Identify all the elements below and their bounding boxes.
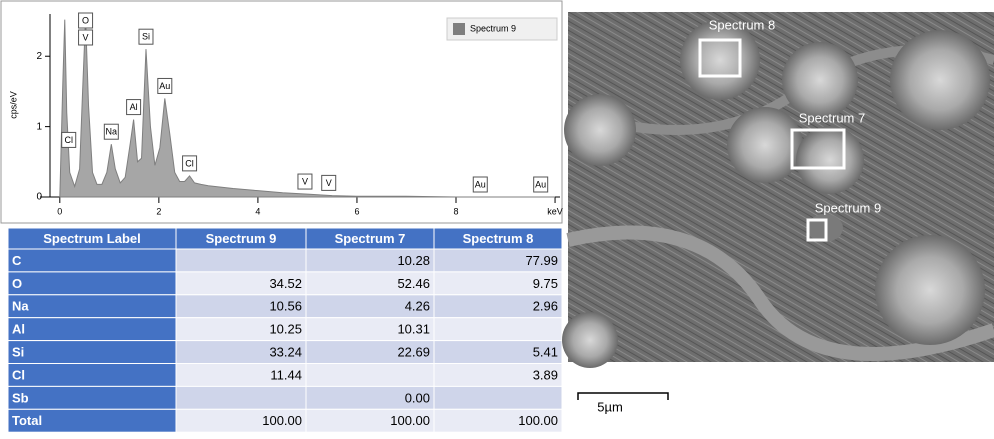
cell [306,364,434,387]
sem-image: Spectrum 8 Spectrum 7 Spectrum 9 5µm [562,12,994,414]
header-text: Spectrum Label [43,231,141,246]
peak-label: O [82,15,89,25]
peak-label: V [83,32,89,42]
row-label-cell [8,318,176,341]
row-label-cell [8,249,176,272]
row-label-cell [8,272,176,295]
cell-value: 10.31 [397,322,430,337]
x-tick-label: 6 [354,206,359,216]
row-label-cell [8,341,176,364]
y-tick-label: 2 [36,51,42,62]
region-label: Spectrum 7 [799,110,865,125]
sem-particle [890,30,990,130]
peak-label: Si [142,32,150,42]
cell-value: 11.44 [270,367,302,382]
sem-particle [562,312,618,368]
legend-label: Spectrum 9 [470,23,516,33]
region-label: Spectrum 9 [815,200,881,215]
page: 01202468keVcps/eVSpectrum 9ClOVNaAlSiAuC… [0,0,994,434]
sem-particle [782,42,858,118]
cell-value: 52.46 [397,276,430,291]
row-label-cell [8,386,176,409]
x-tick-label: 4 [255,206,260,216]
sem-particle [796,126,864,194]
region-label: Spectrum 8 [709,17,775,32]
row-label: Cl [12,367,25,382]
header-text: Spectrum 9 [206,231,277,246]
legend-swatch [453,23,465,35]
row-label: O [12,276,22,291]
cell-value: 9.75 [533,276,558,291]
cell [434,318,562,341]
cell-value: 2.96 [533,299,558,314]
peak-label: Au [159,81,170,91]
cell-value: 33.24 [269,344,302,359]
header-text: Spectrum 8 [463,231,534,246]
cell-value: 10.56 [269,299,302,314]
peak-label: V [302,176,308,186]
y-tick-label: 0 [36,192,42,203]
row-label: Sb [12,390,29,405]
peak-label: Al [130,102,138,112]
y-tick-label: 1 [36,121,42,132]
cell-value: 100.00 [518,413,558,428]
cell-value: 10.25 [269,322,302,337]
row-label: Na [12,299,29,314]
x-tick-label: 2 [156,206,161,216]
cell-value: 0.00 [405,390,430,405]
peak-label: Cl [64,135,73,145]
cell-value: 100.00 [390,413,430,428]
cell-value: 34.52 [269,276,302,291]
cell-value: 22.69 [397,344,430,359]
cell-value: 4.26 [405,299,430,314]
composition-table: Spectrum Label Spectrum 9 Spectrum 7 Spectr… [8,228,562,432]
row-label-cell [8,364,176,387]
row-label: C [12,253,22,268]
cell-value: 10.28 [397,253,430,268]
peak-label: V [326,178,332,188]
cell [176,386,306,409]
row-label: Al [12,322,25,337]
peak-label: Au [535,179,546,189]
peak-label: Cl [185,158,194,168]
cell-value: 5.41 [533,344,558,359]
cell-value: 3.89 [533,367,558,382]
sem-particle [564,94,636,166]
cell [176,249,306,272]
x-tick-label: 8 [453,206,458,216]
cell-value: 100.00 [262,413,302,428]
x-tick-label: 0 [57,206,62,216]
row-label-cell [8,295,176,318]
row-label: Si [12,344,24,359]
row-label: Total [12,413,42,428]
peak-label: Na [106,127,118,137]
x-tick-label: keV [547,206,563,216]
scale-bar-label: 5µm [597,399,623,414]
header-text: Spectrum 7 [335,231,406,246]
sem-particle [875,235,985,345]
peak-label: Au [475,179,486,189]
y-axis-label: cps/eV [8,91,18,119]
cell [434,386,562,409]
scale-bar [578,393,668,400]
cell-value: 77.99 [525,253,558,268]
figure: 01202468keVcps/eVSpectrum 9ClOVNaAlSiAuC… [0,0,994,434]
